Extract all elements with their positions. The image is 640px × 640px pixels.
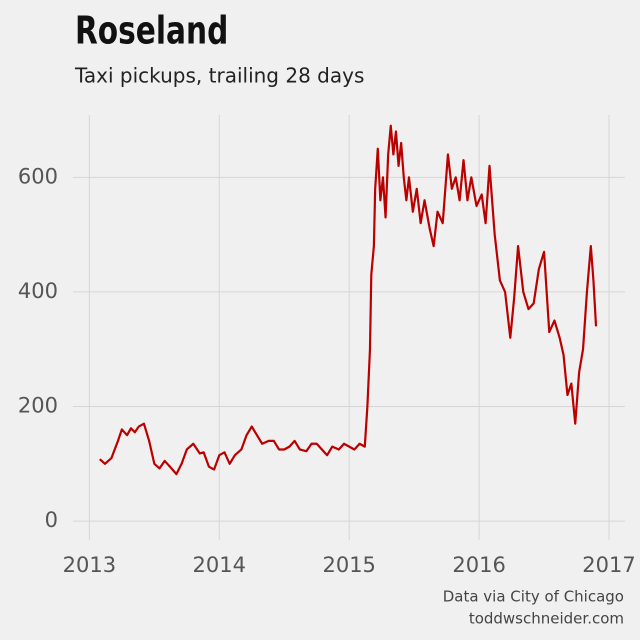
x-tick-label: 2013	[63, 553, 116, 577]
x-tick-label: 2015	[322, 553, 375, 577]
credit-note: toddwschneider.com	[469, 610, 624, 628]
y-tick-label: 400	[18, 279, 58, 303]
chart-subtitle: Taxi pickups, trailing 28 days	[74, 64, 364, 88]
chart-title: Roseland	[75, 9, 228, 54]
source-note: Data via City of Chicago	[443, 588, 624, 606]
y-tick-label: 0	[45, 508, 58, 532]
x-tick-label: 2014	[193, 553, 246, 577]
x-tick-label: 2016	[452, 553, 505, 577]
x-tick-label: 2017	[582, 553, 635, 577]
data-line	[99, 124, 598, 476]
y-tick-label: 600	[18, 164, 58, 188]
y-tick-label: 200	[18, 394, 58, 418]
